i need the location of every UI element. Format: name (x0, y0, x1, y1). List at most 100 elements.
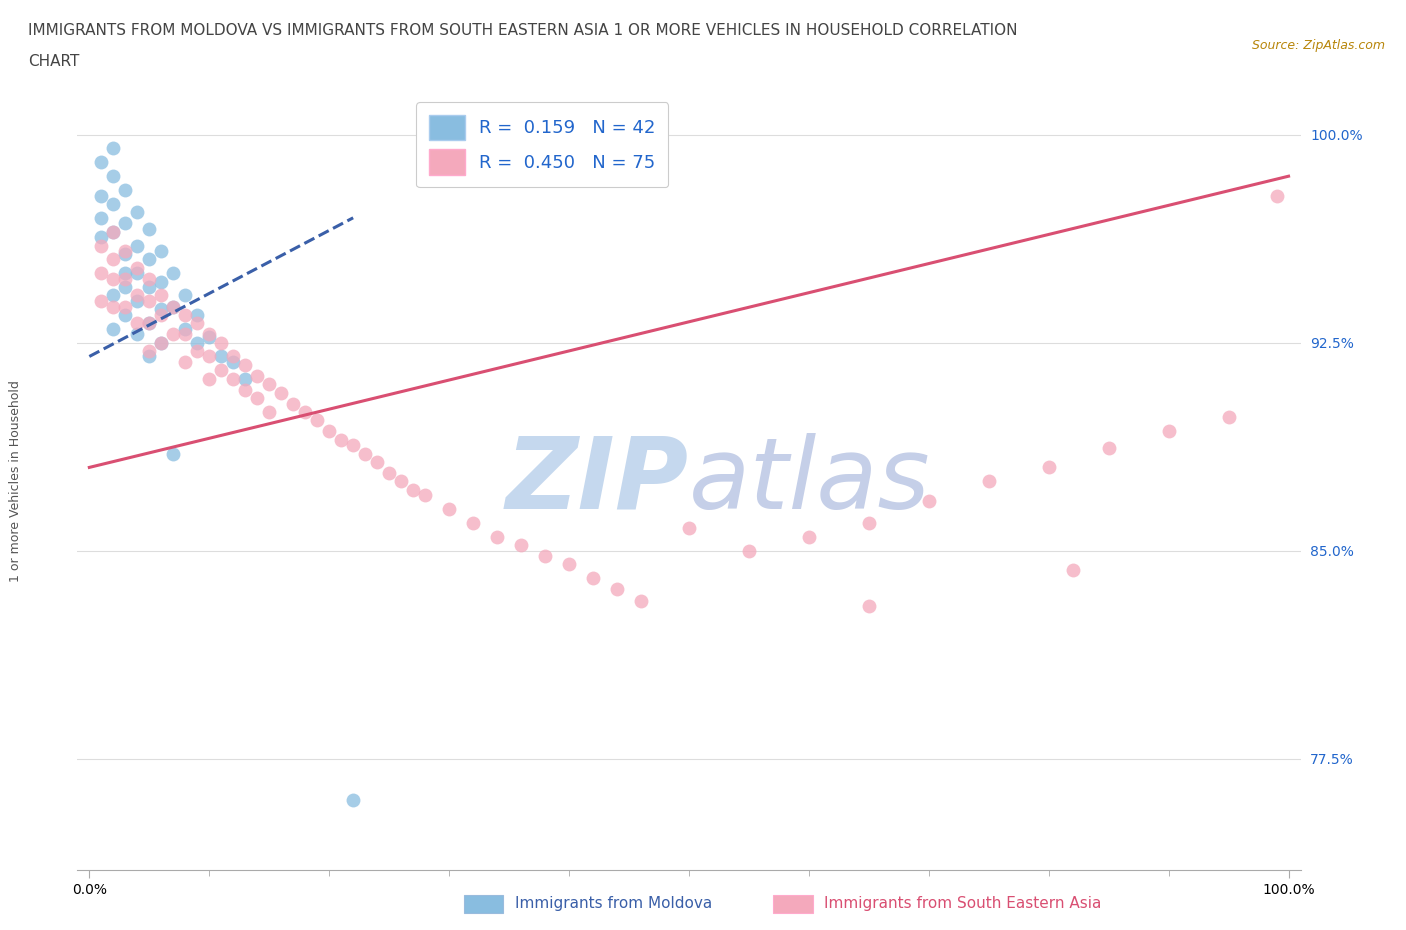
Point (138, 221, 160, 236)
Point (330, 432, 353, 447)
Point (246, 368, 269, 383)
Point (233, 382, 256, 397)
Point (127, 288, 149, 303)
Point (858, 599, 880, 614)
Point (198, 329, 221, 344)
Point (150, 308, 173, 323)
Point (209, 349, 232, 364)
Point (606, 582, 628, 597)
Point (1265, 188, 1288, 203)
Y-axis label: 1 or more Vehicles in Household: 1 or more Vehicles in Household (8, 380, 21, 582)
Point (114, 299, 136, 314)
Point (174, 308, 197, 323)
Point (90, 266, 112, 281)
Point (162, 266, 184, 281)
Point (1038, 460, 1060, 475)
Point (977, 473, 1000, 489)
Point (342, 792, 364, 807)
Point (150, 244, 173, 259)
Point (389, 473, 412, 489)
Point (127, 260, 149, 275)
Text: Immigrants from Moldova: Immigrants from Moldova (515, 897, 711, 911)
Point (186, 335, 208, 350)
Point (150, 335, 173, 350)
Point (114, 308, 136, 323)
Point (138, 280, 160, 295)
Point (174, 288, 197, 303)
Point (270, 385, 292, 400)
Point (103, 288, 125, 303)
Point (1218, 410, 1240, 425)
Point (103, 168, 125, 183)
Point (1098, 441, 1121, 456)
Point (174, 326, 197, 341)
Point (307, 413, 329, 428)
Point (186, 316, 208, 331)
Point (738, 543, 761, 558)
Point (582, 571, 605, 586)
Point (413, 487, 436, 502)
Point (186, 308, 208, 323)
Point (90, 230, 112, 245)
Point (114, 280, 136, 295)
Text: CHART: CHART (28, 54, 80, 69)
Point (534, 549, 557, 564)
Point (138, 316, 160, 331)
Point (138, 316, 160, 331)
Point (127, 238, 149, 253)
Point (114, 246, 136, 261)
Point (103, 141, 125, 156)
Point (127, 326, 149, 341)
Point (127, 266, 149, 281)
Point (257, 405, 280, 419)
Point (138, 252, 160, 267)
Point (797, 529, 820, 544)
Point (209, 335, 232, 350)
Point (233, 371, 256, 386)
Point (209, 363, 232, 378)
Point (103, 299, 125, 314)
Point (486, 529, 509, 544)
Point (150, 302, 173, 317)
Point (198, 371, 221, 386)
Point (114, 272, 136, 286)
Point (186, 343, 208, 358)
Point (127, 205, 149, 219)
Point (318, 424, 340, 439)
Point (103, 321, 125, 336)
Point (114, 216, 136, 231)
Point (150, 274, 173, 289)
Point (138, 272, 160, 286)
Point (162, 446, 184, 461)
Point (222, 354, 245, 369)
Point (174, 354, 197, 369)
Point (114, 182, 136, 197)
Point (162, 326, 184, 341)
Point (918, 493, 941, 508)
Point (402, 482, 425, 497)
Point (510, 538, 533, 552)
Point (103, 196, 125, 211)
Point (246, 391, 269, 405)
Point (114, 266, 136, 281)
Text: Immigrants from South Eastern Asia: Immigrants from South Eastern Asia (824, 897, 1101, 911)
Point (162, 299, 184, 314)
Point (366, 455, 388, 470)
Text: atlas: atlas (689, 432, 931, 530)
Point (342, 438, 364, 453)
Point (222, 371, 245, 386)
Point (198, 326, 221, 341)
Point (174, 321, 197, 336)
Point (90, 210, 112, 225)
Point (461, 515, 484, 530)
Point (138, 294, 160, 309)
Legend: R =  0.159   N = 42, R =  0.450   N = 75: R = 0.159 N = 42, R = 0.450 N = 75 (416, 102, 668, 188)
Point (103, 224, 125, 239)
Point (294, 405, 316, 419)
Point (114, 244, 136, 259)
Point (257, 377, 280, 392)
Point (437, 501, 460, 516)
Point (198, 349, 221, 364)
Point (858, 515, 880, 530)
Point (90, 155, 112, 170)
